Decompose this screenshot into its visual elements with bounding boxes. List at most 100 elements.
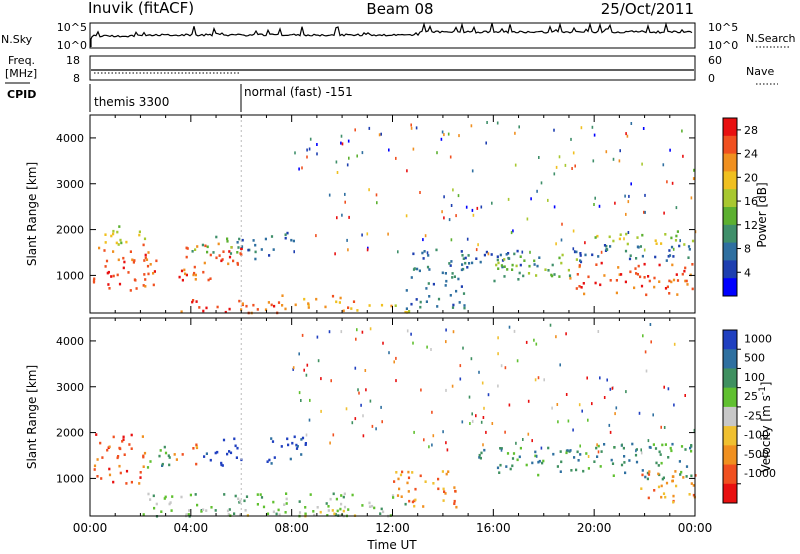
data-cell [181, 278, 184, 282]
data-cell [496, 121, 499, 125]
data-cell [509, 467, 512, 471]
data-cell [224, 310, 227, 314]
data-cell [507, 256, 510, 260]
data-cell [223, 493, 226, 496]
data-cell [143, 259, 146, 262]
data-cell [618, 273, 621, 276]
data-cell [471, 208, 474, 212]
data-cell [298, 511, 302, 514]
data-cell [599, 465, 602, 468]
data-cell [569, 449, 572, 452]
data-cell [668, 279, 671, 283]
data-cell [107, 270, 110, 274]
data-cell [534, 450, 537, 454]
data-cell [240, 253, 243, 256]
data-cell [497, 384, 499, 388]
data-cell [573, 456, 576, 459]
data-cell [503, 265, 506, 268]
data-cell [347, 139, 350, 143]
data-cell [498, 471, 501, 474]
data-cell [315, 297, 318, 301]
data-cell [117, 455, 120, 458]
data-cell [143, 273, 146, 276]
data-cell [227, 513, 230, 516]
data-cell [558, 256, 561, 260]
data-cell [622, 446, 625, 450]
data-cell [653, 489, 656, 492]
data-cell [591, 253, 594, 257]
power-ylabel: Slant Range [km] [25, 162, 39, 266]
data-cell [490, 253, 493, 256]
data-cell [556, 403, 559, 406]
data-cell [408, 310, 411, 313]
data-cell [309, 137, 312, 141]
data-cell [195, 445, 198, 448]
data-cell [397, 250, 399, 254]
data-cell [640, 284, 644, 288]
data-cell [536, 264, 539, 268]
y-tick-label: 1000 [56, 269, 84, 282]
data-cell [369, 399, 372, 403]
data-cell [594, 196, 596, 200]
data-cell [646, 477, 649, 481]
colorbar-tick-label: -25 [744, 409, 762, 422]
data-cell [454, 489, 457, 493]
data-cell [663, 385, 665, 389]
data-cell [295, 447, 299, 450]
data-cell [266, 460, 269, 463]
colorbar-segment [723, 483, 737, 504]
data-cell [643, 248, 646, 252]
data-cell [300, 399, 302, 402]
data-cell [270, 462, 273, 465]
data-cell [652, 443, 655, 446]
data-cell [527, 432, 530, 436]
data-cell [204, 244, 207, 248]
data-cell [445, 279, 448, 283]
data-cell [664, 233, 667, 236]
data-cell [228, 250, 231, 253]
data-cell [236, 251, 239, 254]
data-cell [388, 148, 390, 152]
data-cell [170, 509, 173, 512]
data-cell [129, 289, 132, 292]
data-cell [228, 508, 231, 511]
data-cell [340, 141, 342, 145]
data-cell [684, 279, 687, 283]
data-cell [516, 458, 519, 462]
data-cell [559, 363, 561, 367]
data-cell [237, 246, 240, 249]
data-cell [487, 393, 490, 397]
colorbar-segment [723, 330, 737, 350]
data-cell [624, 471, 627, 475]
data-cell [465, 205, 468, 209]
data-cell [230, 246, 233, 249]
data-cell [147, 492, 150, 496]
data-cell [675, 234, 678, 238]
data-cell [537, 376, 540, 380]
data-cell [606, 248, 609, 251]
data-cell [202, 270, 205, 274]
data-cell [564, 163, 567, 167]
data-cell [442, 487, 445, 491]
data-cell [260, 248, 263, 251]
data-cell [446, 448, 449, 452]
data-cell [110, 275, 113, 278]
data-cell [499, 463, 502, 467]
data-cell [96, 475, 99, 478]
data-cell [451, 276, 454, 279]
data-cell [240, 308, 243, 311]
data-cell [212, 251, 215, 254]
nsearch-label: N.Search [746, 32, 796, 45]
data-cell [676, 230, 679, 233]
data-cell [639, 245, 642, 248]
data-cell [220, 461, 223, 465]
data-cell [273, 456, 276, 459]
data-cell [668, 254, 672, 257]
data-cell [685, 465, 689, 468]
data-cell [669, 148, 671, 152]
data-cell [240, 245, 244, 248]
data-cell [557, 420, 559, 424]
data-cell [347, 306, 350, 309]
data-cell [689, 273, 692, 277]
data-cell [641, 162, 643, 166]
